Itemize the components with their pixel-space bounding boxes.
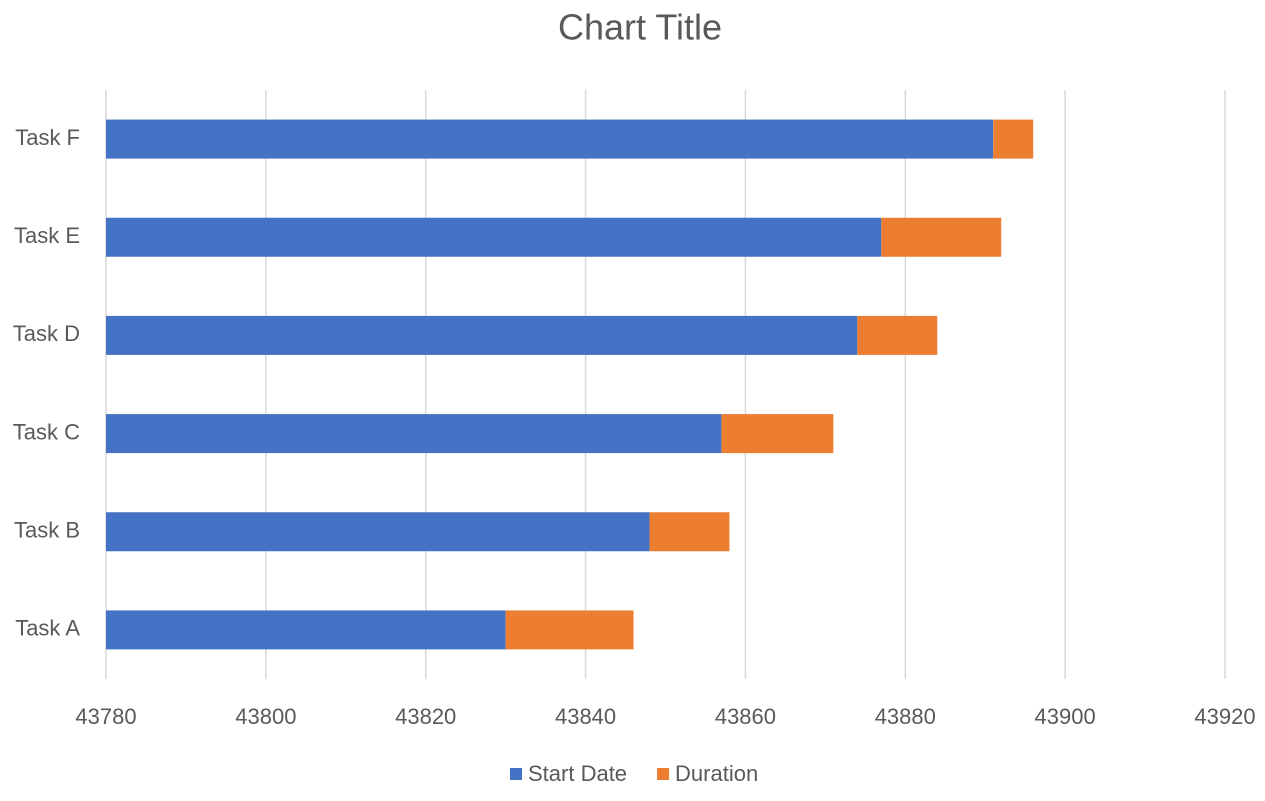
x-tick-label: 43780 bbox=[75, 704, 136, 729]
y-tick-label: Task E bbox=[14, 223, 80, 248]
bar-segment bbox=[106, 315, 858, 355]
x-tick-label: 43800 bbox=[235, 704, 296, 729]
x-tick-label: 43860 bbox=[715, 704, 776, 729]
legend-label: Start Date bbox=[528, 761, 627, 786]
bar-segment bbox=[106, 414, 722, 454]
bar-segment bbox=[649, 512, 730, 552]
bar-segment bbox=[857, 315, 938, 355]
y-tick-label: Task A bbox=[15, 616, 80, 641]
x-tick-label: 43880 bbox=[875, 704, 936, 729]
bar-segment bbox=[106, 217, 882, 257]
legend-label: Duration bbox=[675, 761, 758, 786]
x-tick-label: 43900 bbox=[1035, 704, 1096, 729]
legend-swatch bbox=[657, 768, 670, 780]
y-tick-label: Task D bbox=[13, 321, 80, 346]
x-tick-label: 43920 bbox=[1194, 704, 1255, 729]
chart-title: Chart Title bbox=[558, 7, 722, 48]
y-tick-label: Task C bbox=[13, 419, 80, 444]
bar-segment bbox=[505, 610, 634, 650]
y-tick-label: Task F bbox=[15, 125, 80, 150]
bar-segment bbox=[106, 119, 994, 159]
y-tick-label: Task B bbox=[14, 518, 80, 543]
x-tick-label: 43840 bbox=[555, 704, 616, 729]
bar-segment bbox=[106, 512, 650, 552]
bar-segment bbox=[106, 610, 506, 650]
x-tick-label: 43820 bbox=[395, 704, 456, 729]
legend-swatch bbox=[510, 768, 522, 780]
bar-segment bbox=[881, 217, 1002, 257]
bar-segment bbox=[993, 119, 1034, 159]
bar-segment bbox=[721, 414, 834, 454]
